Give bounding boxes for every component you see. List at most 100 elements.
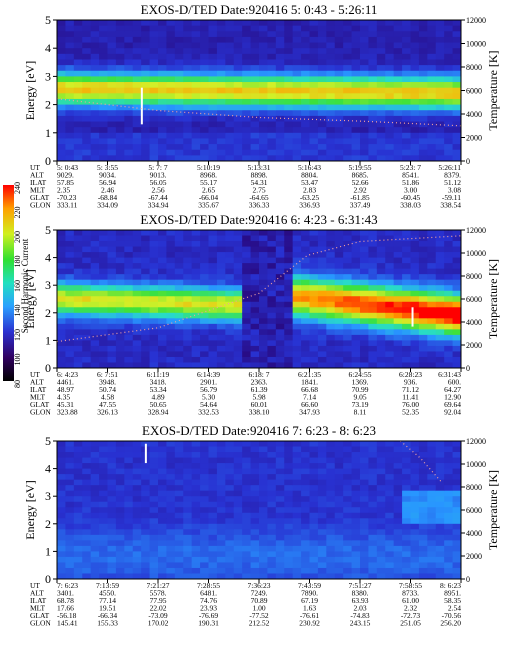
- heatmap-cell: [309, 556, 319, 563]
- heatmap-cell: [225, 351, 235, 358]
- heatmap-cell: [334, 545, 344, 552]
- heatmap-cell: [250, 340, 260, 347]
- heatmap-cell: [174, 545, 184, 552]
- heatmap-cell: [65, 257, 75, 264]
- heatmap-cell: [317, 485, 327, 492]
- heatmap-cell: [242, 82, 252, 89]
- heatmap-cell: [317, 334, 327, 341]
- heatmap-cell: [410, 235, 420, 242]
- heatmap-cell: [216, 149, 226, 156]
- heatmap-cell: [410, 452, 420, 459]
- heatmap-cell: [124, 507, 134, 514]
- heatmap-cell: [191, 127, 201, 134]
- heatmap-cell: [166, 65, 176, 72]
- heatmap-cell: [99, 452, 108, 459]
- heatmap-cell: [317, 42, 327, 49]
- heatmap-cell: [216, 452, 226, 459]
- heatmap-cell: [233, 362, 243, 369]
- heatmap-cell: [284, 474, 294, 481]
- heatmap-cell: [309, 36, 319, 44]
- heatmap-cell: [149, 334, 159, 341]
- heatmap-cell: [82, 556, 92, 563]
- heatmap-cell: [301, 485, 310, 492]
- heatmap-cell: [410, 285, 420, 292]
- heatmap-cell: [267, 518, 277, 525]
- heatmap-cell: [57, 485, 66, 492]
- heatmap-cell: [435, 70, 445, 77]
- heatmap-cell: [259, 301, 268, 308]
- heatmap-cell: [301, 512, 310, 519]
- heatmap-cell: [158, 279, 167, 286]
- heatmap-cell: [427, 230, 437, 237]
- table-cell: 338.54: [440, 201, 461, 210]
- heatmap-cell: [334, 334, 344, 341]
- heatmap-cell: [402, 127, 411, 134]
- heatmap-cell: [166, 474, 176, 481]
- heatmap-cell: [124, 301, 134, 308]
- heatmap-cell: [385, 87, 395, 94]
- heatmap-cell: [233, 53, 243, 60]
- heatmap-cell: [334, 127, 344, 134]
- heatmap-cell: [368, 523, 378, 530]
- heatmap-cell: [82, 529, 92, 536]
- heatmap-cell: [309, 545, 319, 552]
- heatmap-cell: [284, 31, 294, 38]
- heatmap-cell: [326, 82, 336, 89]
- heatmap-cell: [174, 323, 184, 330]
- heatmap-cell: [200, 263, 209, 270]
- heatmap-cell: [360, 512, 369, 519]
- heatmap-cell: [99, 457, 108, 464]
- heatmap-cell: [216, 307, 226, 314]
- heatmap-cell: [191, 567, 201, 574]
- heatmap-cell: [166, 468, 176, 475]
- heatmap-cell: [183, 70, 193, 77]
- heatmap-cell: [452, 301, 462, 308]
- heatmap-cell: [292, 490, 302, 497]
- table-cell: 336.93: [299, 201, 320, 210]
- heatmap-cell: [233, 474, 243, 481]
- heatmap-cell: [326, 318, 336, 325]
- heatmap-cell: [343, 490, 353, 497]
- heatmap-cell: [418, 48, 428, 55]
- heatmap-cell: [301, 48, 310, 55]
- heatmap-cell: [393, 562, 403, 569]
- heatmap-cell: [360, 457, 369, 464]
- heatmap-cell: [410, 573, 420, 580]
- heatmap-cell: [360, 518, 369, 525]
- heatmap-cell: [292, 132, 302, 139]
- heatmap-cell: [208, 53, 218, 60]
- heatmap-cell: [233, 329, 243, 336]
- heatmap-cell: [259, 485, 268, 492]
- heatmap-cell: [317, 523, 327, 530]
- heatmap-cell: [376, 76, 386, 83]
- heatmap-cell: [73, 127, 83, 134]
- heatmap-cell: [275, 121, 285, 128]
- heatmap-cell: [259, 362, 268, 369]
- table-cell: 2901.: [200, 378, 217, 387]
- heatmap-cell: [275, 479, 285, 486]
- heatmap-cell: [267, 534, 277, 541]
- heatmap-cell: [57, 534, 66, 541]
- heatmap-cell: [343, 562, 353, 569]
- heatmap-cell: [183, 534, 193, 541]
- heatmap-cell: [233, 301, 243, 308]
- heatmap-cell: [368, 25, 378, 32]
- heatmap-cell: [242, 446, 252, 453]
- heatmap-cell: [309, 496, 319, 503]
- heatmap-cell: [309, 567, 319, 574]
- table-cell: 334.94: [148, 201, 169, 210]
- heatmap-cell: [259, 479, 268, 486]
- heatmap-cell: [73, 115, 83, 123]
- heatmap-cell: [149, 318, 159, 325]
- heatmap-cell: [250, 534, 260, 541]
- heatmap-cell: [200, 468, 209, 475]
- heatmap-cell: [343, 479, 353, 486]
- heatmap-cell: [158, 301, 167, 308]
- heatmap-cell: [124, 25, 134, 32]
- heatmap-cell: [301, 356, 310, 363]
- heatmap-cell: [183, 87, 193, 94]
- heatmap-cell: [376, 53, 386, 60]
- heatmap-cell: [376, 518, 386, 525]
- heatmap-cell: [368, 556, 378, 563]
- heatmap-cell: [259, 573, 268, 580]
